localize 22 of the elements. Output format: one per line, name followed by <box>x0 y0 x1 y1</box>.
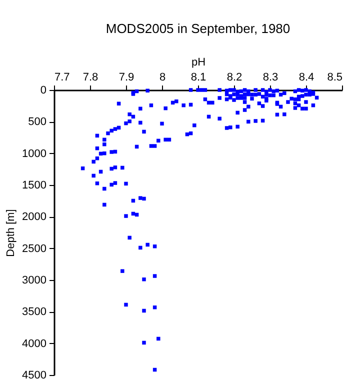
x-tick-label: 8.3 <box>262 72 278 84</box>
y-tick-label: 3000 <box>22 274 46 286</box>
x-tick-label: 8.1 <box>190 72 206 84</box>
y-tick-label: 1000 <box>22 148 46 160</box>
y-tick-label: 4500 <box>22 370 46 382</box>
y-tick-label: 4000 <box>22 338 46 350</box>
x-tick-label: 8 <box>159 72 166 84</box>
x-tick-label: 7.7 <box>54 72 70 84</box>
x-tick-label: 8.4 <box>298 72 314 84</box>
y-tick-label: 0 <box>40 84 46 96</box>
x-tick-label: 8.2 <box>226 72 242 84</box>
chart-title: MODS2005 in September, 1980 <box>106 21 290 36</box>
x-tick-label: 7.9 <box>118 72 134 84</box>
x-tick-label: 7.8 <box>82 72 98 84</box>
y-tick-label: 500 <box>28 116 46 128</box>
x-tick-label: 8.5 <box>327 72 342 84</box>
y-axis-title: Depth [m] <box>5 209 18 257</box>
y-tick-label: 1500 <box>22 180 46 192</box>
y-tick-label: 3500 <box>22 306 46 318</box>
y-tick-label: 2000 <box>22 211 46 224</box>
y-tick-label: 2500 <box>22 242 46 255</box>
x-axis-title: pH <box>191 56 206 68</box>
